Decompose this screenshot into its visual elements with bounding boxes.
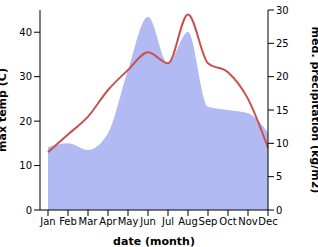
svg-text:Sep: Sep [199,216,218,227]
svg-text:5: 5 [276,171,282,182]
svg-text:Dec: Dec [258,216,277,227]
svg-text:Oct: Oct [219,216,236,227]
svg-text:20: 20 [276,71,289,82]
svg-text:Aug: Aug [178,216,198,227]
svg-text:10: 10 [19,160,32,171]
svg-text:40: 40 [19,27,32,38]
svg-text:Feb: Feb [59,216,77,227]
svg-text:May: May [118,216,139,227]
svg-text:date (month): date (month) [113,235,195,247]
svg-text:0: 0 [26,205,32,216]
svg-text:Mar: Mar [79,216,99,227]
svg-text:med. precipitation (kg/m2): med. precipitation (kg/m2) [309,27,310,194]
svg-text:Jan: Jan [39,216,55,227]
svg-text:10: 10 [276,138,289,149]
svg-text:Apr: Apr [99,216,117,227]
svg-text:Jun: Jun [139,216,156,227]
svg-text:0: 0 [276,205,282,216]
svg-text:Nov: Nov [238,216,258,227]
svg-text:20: 20 [19,116,32,127]
svg-text:25: 25 [276,38,289,49]
svg-text:Jul: Jul [161,216,174,227]
svg-text:30: 30 [19,71,32,82]
svg-text:15: 15 [276,105,289,116]
svg-text:30: 30 [276,5,289,16]
svg-text:max temp (C): max temp (C) [8,68,9,152]
